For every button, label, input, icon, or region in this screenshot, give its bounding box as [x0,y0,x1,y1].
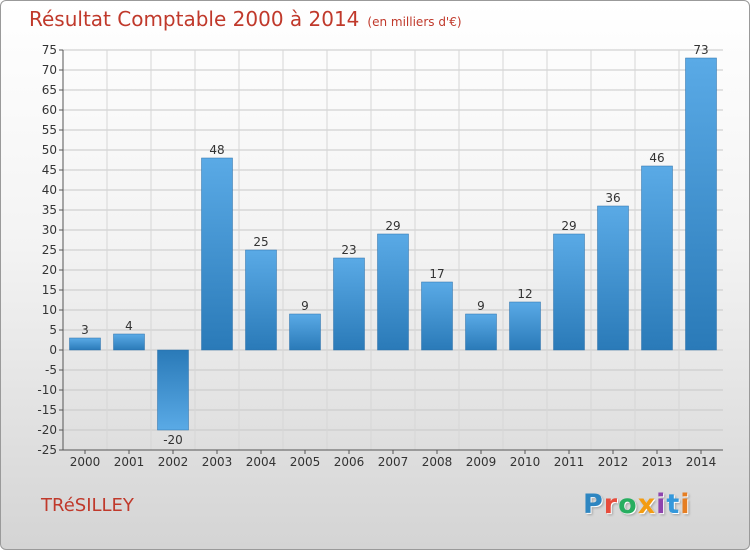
data-label-2000: 3 [81,323,89,337]
x-tick-label: 2006 [334,455,365,469]
x-tick-label: 2011 [554,455,585,469]
logo-letter: P [583,489,604,520]
data-label-2004: 25 [253,235,268,249]
data-label-2006: 23 [341,243,356,257]
y-tick-label: 35 [42,203,57,217]
bars [69,57,717,431]
bar-2002 [157,349,189,431]
x-tick-label: 2002 [158,455,189,469]
bar-2014 [685,57,717,351]
y-tick-label: 40 [42,183,57,197]
y-tick-label: 30 [42,223,57,237]
y-tick-label: 70 [42,63,57,77]
data-label-2003: 48 [209,143,224,157]
proxiti-logo: Proxiti [583,489,691,520]
data-label-2014: 73 [693,43,708,57]
chart-subtitle: (en milliers d'€) [367,15,462,29]
bar-2001 [113,333,145,351]
x-tick-label: 2012 [598,455,629,469]
data-label-2012: 36 [605,191,620,205]
data-labels: 3 4 -20 48 25 9 23 29 17 9 12 29 36 46 73 [81,43,708,447]
data-label-2005: 9 [301,299,309,313]
bar-2004 [245,249,277,351]
bar-2003 [201,157,233,351]
y-tick-label: 5 [49,323,57,337]
y-tick-label: 60 [42,103,57,117]
chart-title: Résultat Comptable 2000 à 2014 (en millie… [29,7,462,31]
y-tick-label: -15 [37,403,57,417]
y-tick-label: 20 [42,263,57,277]
x-tick-label: 2008 [422,455,453,469]
x-tick-label: 2000 [70,455,101,469]
y-tick-label: -25 [37,443,57,457]
logo-letter: i [680,489,691,520]
bar-2006 [333,257,365,351]
data-label-2007: 29 [385,219,400,233]
data-label-2002: -20 [163,433,183,447]
bar-2009 [465,313,497,351]
logo-letter: x [637,489,657,520]
y-tick-label: -20 [37,423,57,437]
y-tick-label: -10 [37,383,57,397]
x-tick-label: 2005 [290,455,321,469]
bar-2012 [597,205,629,351]
bar-2000 [69,337,101,351]
data-label-2009: 9 [477,299,485,313]
data-label-2010: 12 [517,287,532,301]
x-tick-label: 2007 [378,455,409,469]
data-label-2001: 4 [125,319,133,333]
y-tick-label: 65 [42,83,57,97]
bar-2013 [641,165,673,351]
bar-2007 [377,233,409,351]
bar-2011 [553,233,585,351]
x-tick-label: 2010 [510,455,541,469]
data-label-2008: 17 [429,267,444,281]
logo-letter: r [603,489,619,520]
x-tick-label: 2003 [202,455,233,469]
y-tick-label: 15 [42,283,57,297]
y-tick-label: 50 [42,143,57,157]
x-tick-label: 2009 [466,455,497,469]
y-tick-label: 25 [42,243,57,257]
bar-2010 [509,301,541,351]
data-label-2011: 29 [561,219,576,233]
bar-2008 [421,281,453,351]
y-tick-label: 45 [42,163,57,177]
chart-title-text: Résultat Comptable 2000 à 2014 [29,7,360,31]
axes: -25 -20 -15 -10 -5 0 5 10 15 20 25 30 35 40 45 50 55 60 65… [37,43,723,469]
logo-letter: o [618,489,638,520]
data-label-2013: 46 [649,151,664,165]
y-tick-label: 10 [42,303,57,317]
x-tick-label: 2001 [114,455,145,469]
y-tick-label: 0 [49,343,57,357]
logo-letter: t [666,489,681,520]
y-tick-label: -5 [45,363,57,377]
commune-name: TRéSILLEY [41,495,134,516]
y-tick-label: 55 [42,123,57,137]
logo-letter: i [656,489,667,520]
x-tick-label: 2004 [246,455,277,469]
x-tick-label: 2013 [642,455,673,469]
bar-2005 [289,313,321,351]
y-tick-label: 75 [42,43,57,57]
x-tick-label: 2014 [686,455,717,469]
